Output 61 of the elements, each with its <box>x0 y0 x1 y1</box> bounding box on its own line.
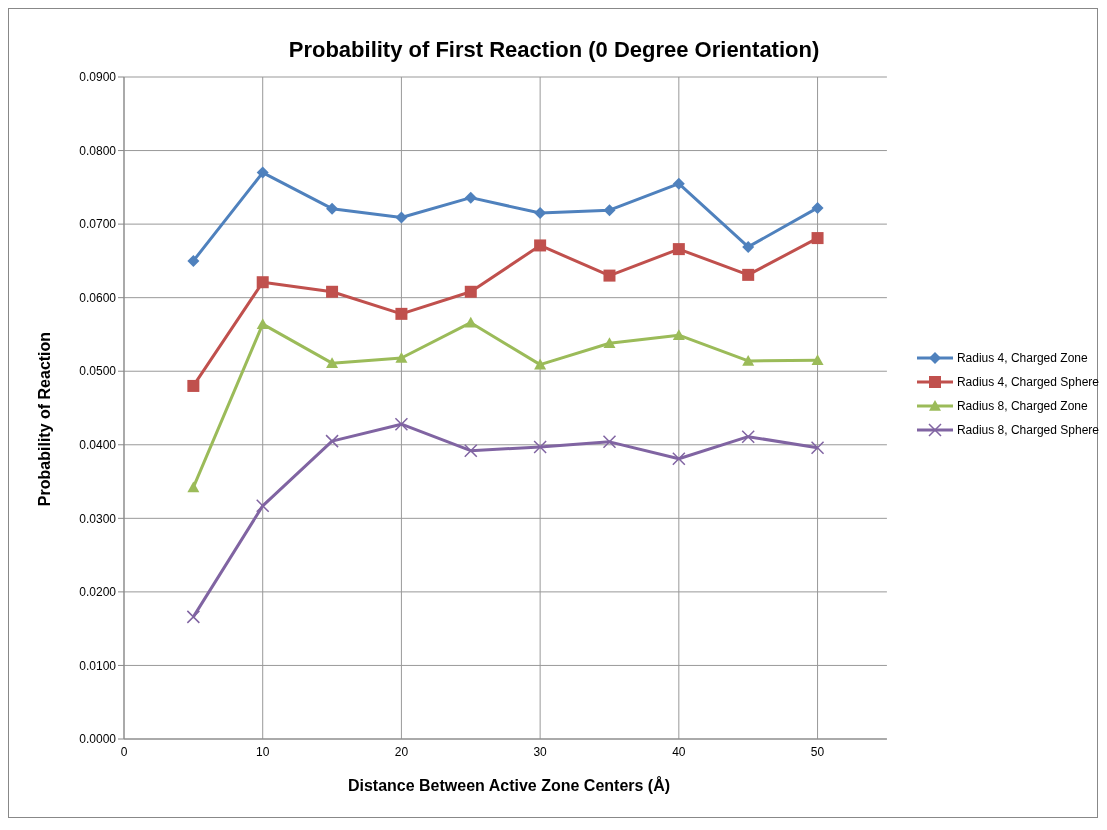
legend-label: Radius 8, Charged Zone <box>956 399 1088 413</box>
point <box>187 481 200 493</box>
point <box>325 434 339 448</box>
y-axis-title: Probability of Reaction <box>36 331 54 507</box>
point <box>394 417 409 431</box>
x-axis-title: Distance Between Active Zone Centers (Å) <box>346 777 672 795</box>
point <box>464 443 478 458</box>
point <box>256 166 269 179</box>
y-tick-label: 0.0500 <box>79 364 117 379</box>
point <box>534 358 547 370</box>
x-tick-label: 30 <box>533 744 548 759</box>
point <box>741 429 755 444</box>
point <box>602 435 617 449</box>
point <box>326 285 339 298</box>
y-tick-label: 0.0600 <box>79 290 117 305</box>
point <box>672 243 685 256</box>
point <box>326 357 339 368</box>
y-tick-label: 0.0700 <box>79 217 117 232</box>
point <box>395 211 408 224</box>
point <box>742 240 755 253</box>
x-tick-label: 40 <box>672 744 686 759</box>
x-tick-label: 50 <box>810 744 825 759</box>
x-tick-label: 10 <box>256 744 270 759</box>
point <box>811 232 824 245</box>
point <box>603 269 616 282</box>
point <box>464 316 477 328</box>
point <box>810 440 825 455</box>
point <box>256 276 269 289</box>
chart-title: Probability of First Reaction (0 Degree Orientation) <box>287 37 821 63</box>
point <box>811 201 824 214</box>
point <box>464 285 477 298</box>
point <box>395 307 408 320</box>
point <box>187 254 200 267</box>
point <box>672 452 686 466</box>
point <box>255 499 270 513</box>
y-tick-label: 0.0400 <box>79 438 117 453</box>
point <box>534 239 547 252</box>
point <box>533 440 547 454</box>
legend-label: Radius 4, Charged Sphere <box>956 375 1099 389</box>
y-tick-label: 0.0900 <box>79 70 117 85</box>
point <box>187 379 200 392</box>
point <box>742 268 755 281</box>
y-tick-label: 0.0000 <box>79 732 117 747</box>
y-tick-label: 0.0200 <box>79 585 117 600</box>
legend-label: Radius 4, Charged Zone <box>956 351 1088 365</box>
legend-label: Radius 8, Charged Sphere <box>956 423 1099 437</box>
point <box>672 329 685 340</box>
point <box>742 354 755 366</box>
y-tick-label: 0.0100 <box>79 658 117 673</box>
x-tick-label: 0 <box>120 744 128 759</box>
point <box>326 202 339 215</box>
point <box>395 351 408 363</box>
point <box>464 191 477 204</box>
y-tick-label: 0.0300 <box>79 511 117 526</box>
x-tick-label: 20 <box>394 744 409 759</box>
y-tick-label: 0.0800 <box>79 143 117 158</box>
point <box>256 318 269 329</box>
point <box>186 610 201 624</box>
point <box>672 177 685 190</box>
point <box>603 337 616 349</box>
point <box>811 354 824 365</box>
